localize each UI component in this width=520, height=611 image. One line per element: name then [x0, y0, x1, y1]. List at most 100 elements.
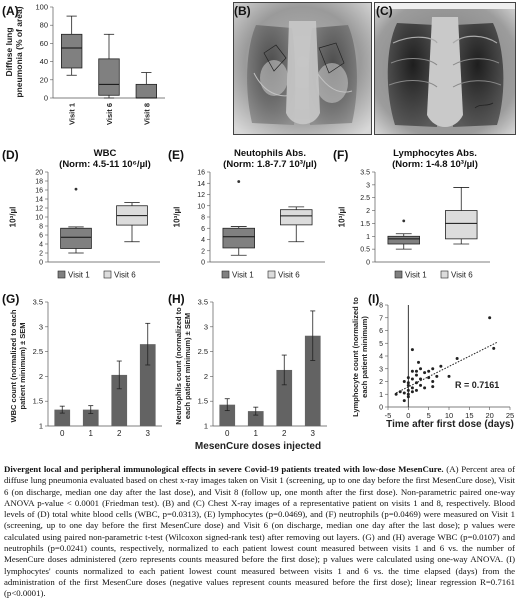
x-tick-label: 3: [311, 429, 316, 438]
y-tick-label: 0: [39, 260, 43, 267]
scatter-point: [406, 381, 410, 385]
scatter-point: [492, 346, 496, 350]
y-tick-label: 80: [40, 21, 48, 30]
box-visit-1: [222, 227, 255, 249]
y-tick-label: 16: [197, 170, 205, 177]
x-tick-label: 2: [117, 429, 122, 438]
y-tick-label: 10: [197, 203, 205, 210]
bar-1: [247, 411, 264, 426]
y-tick-label: 3: [39, 322, 43, 331]
scatter-point: [419, 367, 423, 371]
scatter-point: [414, 373, 418, 377]
outlier-point: [402, 219, 406, 223]
y-tick-label: 0.5: [360, 247, 370, 254]
scatter-point: [406, 383, 410, 387]
figure-caption: Divergent local and peripheral immunolog…: [4, 464, 515, 600]
y-tick-label: 2.5: [360, 195, 370, 202]
box-visit-6: [445, 210, 478, 240]
panel-letter-d: (D): [2, 148, 19, 162]
scatter-point: [414, 369, 418, 373]
bar-3: [139, 344, 156, 426]
y-tick-label: 4: [39, 242, 43, 249]
y-tick-label: 8: [379, 303, 383, 310]
legend-label-visit-1: Visit 1: [232, 271, 254, 280]
scatter-point: [455, 357, 459, 361]
chart-title-e-main: Neutophils Abs.: [234, 148, 306, 159]
y-tick-label: 2: [204, 372, 208, 381]
panel-letter-a: (A): [2, 4, 19, 18]
bar-3: [304, 335, 321, 426]
y-tick-label: 12: [35, 206, 43, 213]
legend-swatch-visit-1: [57, 270, 66, 279]
box-visit-1: [387, 235, 420, 245]
legend-label-visit-6: Visit 6: [278, 271, 300, 280]
x-tick-label: 10: [445, 411, 453, 420]
y-tick-label: 5: [379, 341, 383, 348]
x-tick-label: 1: [89, 429, 94, 438]
xray-image-visit-1: [233, 2, 372, 135]
legend-swatch-visit-6: [103, 270, 112, 279]
y-tick-label: 100: [35, 3, 48, 12]
chart-f-ylabel-line: 10³/µl: [338, 207, 347, 228]
scatter-point: [410, 348, 414, 352]
x-tick-label: Visit 1: [68, 103, 77, 125]
panel-letter-i: (I): [368, 292, 380, 306]
legend-swatch-visit-6: [267, 270, 276, 279]
y-tick-label: 1: [39, 422, 43, 431]
box-visit-6: [98, 58, 120, 96]
scatter-point: [419, 377, 423, 381]
chart-g-ylabel-line: WBC count (normalized to each: [9, 309, 18, 422]
bar-2: [276, 369, 293, 426]
caption-title: Divergent local and peripheral immunolog…: [4, 464, 444, 474]
trendline: [395, 341, 499, 394]
chart-title-e: Neutophils Abs. (Norm: 1.8-7.7 10³/µl): [200, 148, 340, 170]
chart-e-ylabel: 10³/µl: [173, 207, 182, 228]
outlier-point: [237, 180, 241, 183]
chart-title-d-norm: (Norm: 4.5-11 10⁶/µl): [59, 159, 151, 170]
scatter-point: [439, 364, 443, 368]
y-tick-label: 1.5: [360, 221, 370, 228]
scatter-point: [447, 374, 451, 378]
y-tick-label: 1: [379, 392, 383, 399]
y-tick-label: 3.5: [33, 298, 43, 307]
scatter-point: [414, 381, 418, 385]
y-tick-label: 8: [39, 224, 43, 231]
scatter-point: [406, 395, 410, 399]
y-tick-label: 60: [40, 39, 48, 48]
chart-a-ylabel-line: Diffuse lung: [4, 27, 14, 76]
x-tick-label: 0: [60, 429, 65, 438]
chart-a-ylabel: Diffuse lung pneumonia (% of area): [4, 6, 24, 97]
outlier-point: [74, 187, 78, 191]
scatter-point: [410, 369, 414, 373]
chart-h-ylabel-line: Neutrophils count (normalized to: [174, 307, 183, 425]
y-tick-label: 2: [366, 208, 370, 215]
chart-d-ylabel-line: 10³/µl: [9, 207, 18, 228]
y-tick-label: 0: [201, 260, 205, 267]
chart-e-ylabel-line: 10³/µl: [173, 207, 182, 228]
y-tick-label: 1: [366, 234, 370, 241]
box-visit-1: [61, 33, 83, 69]
y-tick-label: 16: [35, 188, 43, 195]
chart-i-xlabel: Time after first dose (days): [386, 419, 514, 430]
scatter-point: [423, 386, 427, 390]
x-tick-label: 15: [465, 411, 473, 420]
scatter-point: [427, 376, 431, 380]
x-tick-label: 25: [506, 411, 514, 420]
scatter-point: [402, 399, 406, 403]
chart-g-ylabel-line: patient minimum) ± SEM: [18, 322, 27, 409]
scatter-point: [398, 390, 402, 394]
scatter-point: [414, 388, 418, 392]
y-tick-label: 3.5: [360, 170, 370, 177]
scatter-point: [431, 367, 435, 371]
chart-a-ylabel-line: pneumonia (% of area): [14, 6, 24, 97]
x-tick-label: 20: [485, 411, 493, 420]
x-tick-label: 0: [406, 411, 410, 420]
y-tick-label: 0: [44, 94, 48, 103]
chart-h-ylabel-line: each patient minimum) ± SEM: [183, 313, 192, 419]
x-tick-label: 3: [146, 429, 151, 438]
chart-title-f-main: Lymphocytes Abs.: [393, 148, 477, 159]
